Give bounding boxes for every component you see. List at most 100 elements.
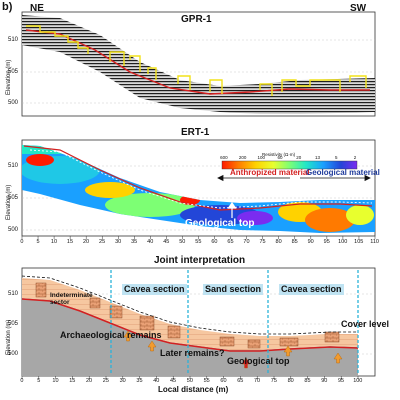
gpr-ylabel: Elevation (m): [6, 59, 12, 95]
joint-ytick-510: 510: [8, 291, 19, 297]
section-dividers: [110, 270, 359, 375]
joint-x-tick-label: 95: [338, 378, 345, 384]
ert-x-tick-label: 105: [354, 239, 364, 245]
joint-x-tick-label: 65: [237, 378, 244, 384]
joint-x-tick-label: 0: [20, 378, 24, 384]
joint-x-tick-label: 45: [170, 378, 177, 384]
joint-x-tick-label: 85: [304, 378, 311, 384]
joint-geo-top-label: Geological top: [227, 356, 290, 366]
remains-arrows: [123, 330, 343, 369]
ert-x-tick-label: 10: [50, 239, 58, 245]
colorbar-tick-label: 60: [277, 155, 283, 160]
ert-x-tick-label: 55: [195, 239, 202, 245]
joint-x-tick-label: 75: [270, 378, 277, 384]
indeterminate-label: Indeterminate sector: [50, 292, 93, 307]
ert-x-tick-label: 65: [227, 239, 234, 245]
ert-x-tick-label: 100: [338, 239, 348, 245]
joint-x-tick-label: 55: [203, 378, 210, 384]
joint-x-tick-label: 15: [69, 378, 76, 384]
joint-x-tick-label: 25: [102, 378, 109, 384]
ert-ytick-500: 500: [8, 227, 19, 233]
ert-x-tick-label: 95: [323, 239, 330, 245]
ert-x-tick-label: 80: [275, 239, 282, 245]
cover-level-line: [21, 275, 358, 335]
ert-x-tick-label: 20: [82, 239, 90, 245]
direction-sw: SW: [350, 3, 367, 14]
joint-title: Joint interpretation: [154, 255, 246, 266]
joint-x-tick-label: 30: [119, 378, 126, 384]
joint-x-tick-label: 5: [37, 378, 41, 384]
joint-x-tick-label: 80: [287, 378, 294, 384]
ert-x-tick-label: 70: [243, 239, 250, 245]
joint-x-tick-label: 35: [136, 378, 143, 384]
ert-x-tick-label: 40: [147, 239, 154, 245]
joint-x-tick-label: 10: [52, 378, 59, 384]
ert-panel: [21, 139, 376, 239]
anthropized-label: Anthropized material: [230, 168, 310, 177]
ert-ytick-505: 505: [8, 195, 19, 201]
direction-ne: NE: [30, 3, 44, 14]
archaeological-label: Archaeological remains: [60, 330, 162, 340]
gpr-panel: [21, 11, 376, 117]
joint-geological-top-line: [21, 298, 359, 352]
ert-x-tick-label: 75: [259, 239, 266, 245]
later-remains-label: Later remains?: [160, 348, 225, 358]
ert-title: ERT-1: [181, 127, 210, 138]
section-label-cavea-2: Cavea section: [279, 284, 344, 295]
colorbar: [221, 160, 358, 170]
ert-x-tick-label: 30: [115, 239, 122, 245]
gpr-ytick-510: 510: [8, 37, 19, 43]
remains-blocks: [35, 282, 340, 349]
section-label-cavea-1: Cavea section: [122, 284, 187, 295]
ert-x-tick-label: 50: [179, 239, 186, 245]
geo-top-arrow-ert: [227, 201, 237, 218]
joint-x-tick-label: 60: [220, 378, 227, 384]
geological-label: Geological material: [306, 168, 380, 177]
colorbar-tick-label: 2: [353, 155, 357, 160]
joint-x-tick-label: 100: [353, 378, 363, 384]
colorbar-tick-label: 100: [257, 155, 266, 160]
colorbar-title: Resistivity (Ω·m): [262, 152, 296, 157]
ert-geological-top-line: [23, 145, 373, 211]
joint-x-tick-label: 90: [321, 378, 328, 384]
joint-xlabel: Local distance (m): [158, 385, 229, 394]
bedrock-area: [22, 298, 358, 376]
ert-x-tick-label: 90: [307, 239, 314, 245]
ert-x-ticks: [21, 236, 376, 239]
ert-dashed-boundary: [29, 149, 373, 209]
ert-x-tick-label: 45: [163, 239, 170, 245]
ert-x-tick-label: 35: [131, 239, 138, 245]
ert-x-tick-label: 110: [370, 239, 379, 245]
colorbar-tick-label: 20: [296, 155, 302, 160]
ert-x-tick-label: 15: [66, 239, 74, 245]
ert-x-tick-label: 0: [20, 239, 24, 245]
gpr-title: GPR-1: [181, 14, 212, 25]
ert-ylabel: Elevation (m): [6, 184, 12, 220]
joint-x-tick-label: 20: [86, 378, 93, 384]
ert-x-tick-label: 85: [291, 239, 298, 245]
colorbar-tick-label: 5: [334, 155, 338, 160]
ert-x-tick-label: 5: [36, 239, 40, 245]
colorbar-tick-label: 200: [238, 155, 247, 160]
ert-x-tick-label: 25: [99, 239, 106, 245]
gpr-ytick-505: 505: [8, 69, 19, 75]
material-arrows: [217, 174, 371, 182]
section-label-sand: Sand section: [203, 284, 264, 295]
joint-x-tick-label: 70: [254, 378, 261, 384]
joint-ytick-505: 505: [8, 321, 19, 327]
joint-x-ticks: [21, 376, 359, 379]
gpr-interpretation-lines: [26, 25, 367, 96]
colorbar-tick-label: 600: [220, 155, 228, 160]
colorbar-tick-label: 13: [314, 155, 320, 160]
gpr-ytick-500: 500: [8, 100, 19, 106]
joint-ytick-500: 500: [8, 351, 19, 357]
joint-x-tick-label: 50: [186, 378, 193, 384]
ert-x-tick-label: 60: [211, 239, 218, 245]
joint-x-tick-label: 40: [153, 378, 160, 384]
ert-ytick-510: 510: [8, 163, 19, 169]
panel-letter: b): [2, 1, 13, 13]
cover-level-label: Cover level: [341, 319, 390, 329]
overburden-area: [22, 278, 358, 350]
